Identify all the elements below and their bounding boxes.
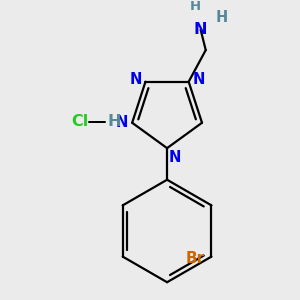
Text: N: N [194,22,207,37]
Text: H: H [107,114,121,129]
Text: H: H [190,0,201,13]
Text: Cl: Cl [71,114,89,129]
Text: N: N [130,73,142,88]
Text: Br: Br [185,251,205,266]
Text: N: N [169,150,181,165]
Text: N: N [193,73,205,88]
Text: N: N [116,115,128,130]
Text: H: H [215,10,227,25]
